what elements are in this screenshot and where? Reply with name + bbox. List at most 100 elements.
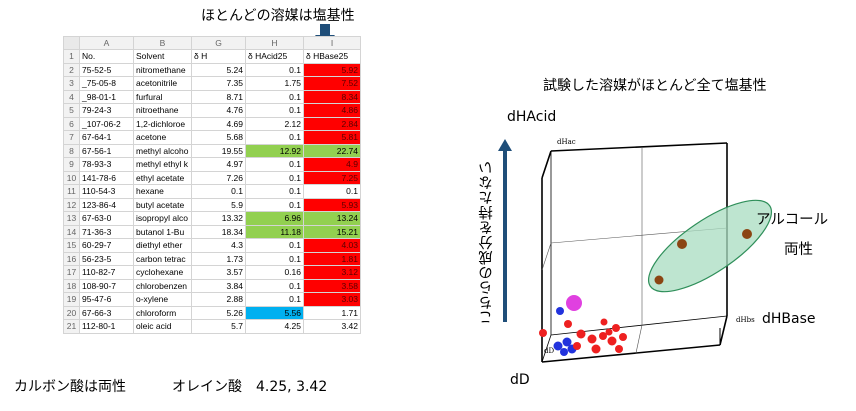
cell-solvent[interactable]: chloroform [133, 305, 192, 320]
row-number[interactable]: 12 [63, 197, 80, 212]
cell-dh[interactable]: 4.97 [191, 157, 246, 172]
cell-base[interactable]: 8.34 [303, 89, 361, 104]
cell-dh[interactable]: 1.73 [191, 251, 246, 266]
cell-no[interactable]: 56-23-5 [79, 251, 134, 266]
cell-acid[interactable]: 0.1 [245, 278, 304, 293]
cell-no[interactable]: 60-29-7 [79, 238, 134, 253]
cell-base[interactable]: 4.03 [303, 238, 361, 253]
cell-acid[interactable]: 0.1 [245, 103, 304, 118]
row-number[interactable]: 17 [63, 265, 80, 280]
cell-dh[interactable]: 19.55 [191, 143, 246, 158]
cell-dh[interactable]: 0.1 [191, 184, 246, 199]
row-number[interactable]: 5 [63, 103, 80, 118]
row-number[interactable]: 21 [63, 319, 80, 334]
cell-acid[interactable]: 0.1 [245, 184, 304, 199]
cell-acid[interactable]: 5.56 [245, 305, 304, 320]
cell-dh[interactable]: 18.34 [191, 224, 246, 239]
cell-dh[interactable]: 7.35 [191, 76, 246, 91]
cell-acid[interactable]: 0.1 [245, 130, 304, 145]
cell-base[interactable]: 5.93 [303, 197, 361, 212]
cell-no[interactable]: 67-66-3 [79, 305, 134, 320]
cell-solvent[interactable]: furfural [133, 89, 192, 104]
cell-solvent[interactable]: carbon tetrac [133, 251, 192, 266]
cell-no[interactable]: 141-78-6 [79, 170, 134, 185]
cell-base[interactable]: 3.03 [303, 292, 361, 307]
cell-base[interactable]: 2.84 [303, 116, 361, 131]
column-header-a[interactable]: A [79, 36, 134, 50]
cell-acid[interactable]: 0.1 [245, 89, 304, 104]
cell-no[interactable]: _107-06-2 [79, 116, 134, 131]
cell-dh[interactable]: 8.71 [191, 89, 246, 104]
cell-solvent[interactable]: ethyl acetate [133, 170, 192, 185]
row-number[interactable]: 10 [63, 170, 80, 185]
cell-acid[interactable]: 0.1 [245, 157, 304, 172]
cell-base[interactable]: 3.42 [303, 319, 361, 334]
cell-no[interactable]: 123-86-4 [79, 197, 134, 212]
cell-no[interactable]: _75-05-8 [79, 76, 134, 91]
cell-dh[interactable]: 4.69 [191, 116, 246, 131]
cell-acid[interactable]: 0.1 [245, 292, 304, 307]
cell-dh[interactable]: 7.26 [191, 170, 246, 185]
cell-no[interactable]: 110-82-7 [79, 265, 134, 280]
row-number[interactable]: 9 [63, 157, 80, 172]
cell-solvent[interactable]: methyl alcoho [133, 143, 192, 158]
cell-dh[interactable]: 5.7 [191, 319, 246, 334]
cell-dh[interactable]: 5.68 [191, 130, 246, 145]
row-number[interactable]: 4 [63, 89, 80, 104]
row-number[interactable]: 19 [63, 292, 80, 307]
cell-base[interactable]: 7.25 [303, 170, 361, 185]
cell-no[interactable]: 95-47-6 [79, 292, 134, 307]
cell-solvent[interactable]: butyl acetate [133, 197, 192, 212]
cell-acid[interactable]: 2.12 [245, 116, 304, 131]
cell-no[interactable]: 78-93-3 [79, 157, 134, 172]
cell-solvent[interactable]: nitroethane [133, 103, 192, 118]
column-header-h[interactable]: H [245, 36, 304, 50]
row-number[interactable]: 6 [63, 116, 80, 131]
cell-dh[interactable]: 5.26 [191, 305, 246, 320]
cell-solvent[interactable]: butanol 1-Bu [133, 224, 192, 239]
cell-acid[interactable]: 0.1 [245, 170, 304, 185]
column-header-b[interactable]: B [133, 36, 192, 50]
cell-solvent[interactable]: nitromethane [133, 62, 192, 77]
cell-acid[interactable]: 1.75 [245, 76, 304, 91]
cell-solvent[interactable]: o-xylene [133, 292, 192, 307]
cell-base[interactable]: 7.52 [303, 76, 361, 91]
row-number[interactable]: 8 [63, 143, 80, 158]
cell-solvent[interactable]: cyclohexane [133, 265, 192, 280]
row-number[interactable]: 16 [63, 251, 80, 266]
row-number[interactable]: 14 [63, 224, 80, 239]
cell-acid[interactable]: 4.25 [245, 319, 304, 334]
cell-base[interactable]: 3.58 [303, 278, 361, 293]
row-number[interactable]: 15 [63, 238, 80, 253]
cell-base[interactable]: 15.21 [303, 224, 361, 239]
cell-base[interactable]: 3.12 [303, 265, 361, 280]
column-header-g[interactable]: G [191, 36, 246, 50]
cell-base[interactable]: δ HBase25 [303, 49, 361, 64]
cell-solvent[interactable]: Solvent [133, 49, 192, 64]
cell-no[interactable]: 75-52-5 [79, 62, 134, 77]
row-number[interactable]: 20 [63, 305, 80, 320]
row-number[interactable]: 11 [63, 184, 80, 199]
cell-base[interactable]: 1.81 [303, 251, 361, 266]
cell-no[interactable]: 79-24-3 [79, 103, 134, 118]
cell-dh[interactable]: δ H [191, 49, 246, 64]
row-number[interactable]: 3 [63, 76, 80, 91]
cell-acid[interactable]: 12.92 [245, 143, 304, 158]
row-number[interactable]: 1 [63, 49, 80, 64]
cell-no[interactable]: 67-64-1 [79, 130, 134, 145]
cell-solvent[interactable]: methyl ethyl k [133, 157, 192, 172]
cell-base[interactable]: 4.86 [303, 103, 361, 118]
cell-solvent[interactable]: acetonitrile [133, 76, 192, 91]
cell-solvent[interactable]: diethyl ether [133, 238, 192, 253]
cell-acid[interactable]: δ HAcid25 [245, 49, 304, 64]
column-header-i[interactable]: I [303, 36, 361, 50]
cell-dh[interactable]: 2.88 [191, 292, 246, 307]
cell-acid[interactable]: 11.18 [245, 224, 304, 239]
cell-dh[interactable]: 5.9 [191, 197, 246, 212]
cell-no[interactable]: 71-36-3 [79, 224, 134, 239]
cell-base[interactable]: 1.71 [303, 305, 361, 320]
row-number[interactable]: 2 [63, 62, 80, 77]
row-number[interactable]: 13 [63, 211, 80, 226]
cell-solvent[interactable]: 1,2-dichloroe [133, 116, 192, 131]
cell-no[interactable]: 67-63-0 [79, 211, 134, 226]
